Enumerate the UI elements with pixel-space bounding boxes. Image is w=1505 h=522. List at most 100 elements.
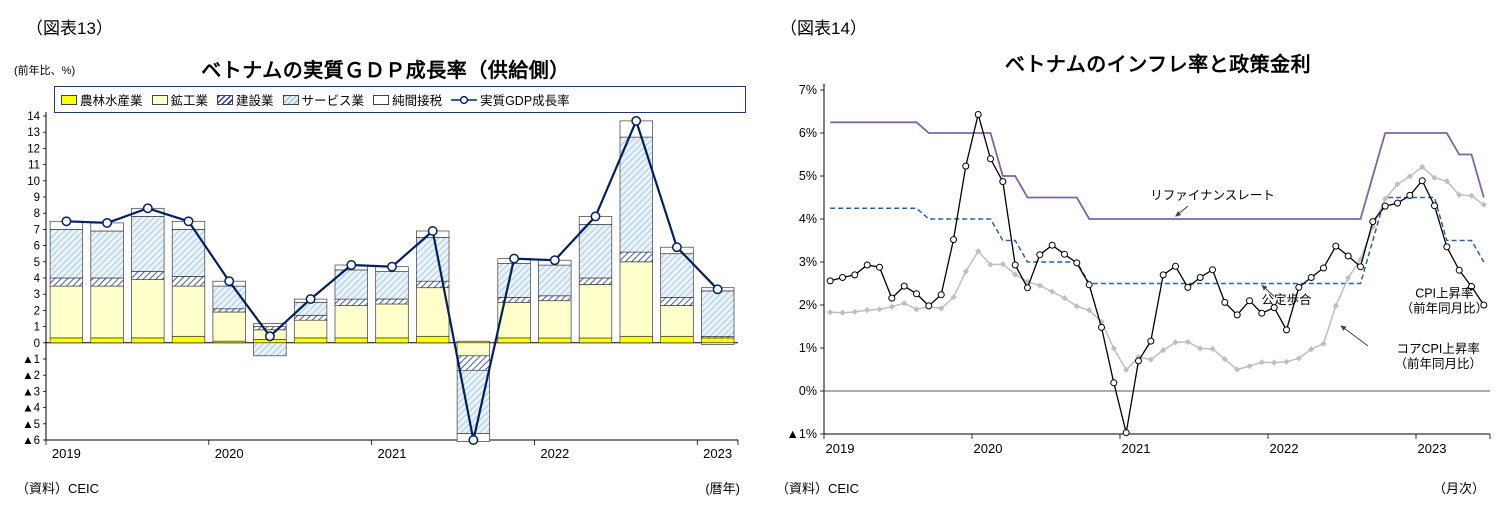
figure-14: （図表14） ベトナムのインフレ率と政策金利 7% 6% 5% 4% 3% 2% 1% 0% ▲… (768, 0, 1505, 522)
core-cpi-marker (1295, 355, 1302, 362)
svg-text:▲6: ▲6 (22, 435, 40, 447)
annotation-arrow (1261, 284, 1275, 297)
gdp-growth-marker (102, 217, 113, 228)
cpi-marker (1098, 323, 1105, 331)
cpi-marker (1110, 379, 1118, 387)
core-cpi-marker (1443, 178, 1450, 185)
core-cpi-marker (1110, 345, 1117, 352)
legend-item-agriculture: 農林水産業 (61, 90, 143, 109)
bar-segment-mining (334, 305, 368, 339)
cpi-marker (999, 178, 1007, 186)
svg-text:▲4: ▲4 (22, 403, 40, 415)
gdp-growth-marker (387, 261, 397, 272)
cpi-marker (1246, 297, 1253, 305)
cpi-marker (950, 236, 957, 244)
svg-text:11: 11 (28, 160, 40, 172)
cpi-marker (888, 294, 896, 302)
bar-segment-services (416, 237, 450, 282)
cpi-marker (1073, 259, 1081, 267)
fig14-tag: （図表14） (780, 19, 867, 38)
svg-text:7%: 7% (799, 83, 817, 97)
gdp-line-swatch-icon (451, 95, 478, 104)
bar-segment-construction (49, 277, 84, 287)
cpi-marker (1443, 243, 1451, 251)
core-cpi-marker (1431, 174, 1438, 181)
gdp-growth-marker (549, 255, 560, 266)
cpi-marker (1122, 429, 1130, 437)
annotation-arrow (1175, 205, 1189, 217)
svg-text:▲1%: ▲1% (787, 427, 817, 441)
gdp-growth-marker (61, 216, 72, 227)
core-cpi-marker (913, 306, 920, 313)
bar-segment-agri (375, 337, 409, 344)
bar-segment-agri (660, 335, 694, 344)
core-cpi-marker (827, 309, 834, 316)
core-cpi-marker (1480, 201, 1487, 208)
svg-text:2023: 2023 (1418, 441, 1447, 456)
core-cpi-marker (1320, 340, 1327, 347)
annotation-label: CPI上昇率（前年同月比） (1401, 285, 1489, 315)
cpi-marker (1480, 301, 1488, 309)
cpi-marker (1468, 283, 1475, 290)
svg-text:3: 3 (34, 289, 40, 301)
cpi-marker (1147, 337, 1155, 345)
bar-segment-agri (538, 337, 572, 344)
annotation-label: 公定歩合 (1261, 292, 1312, 307)
cpi-marker (1048, 241, 1056, 249)
gdp-growth-marker (631, 115, 642, 126)
svg-text:▲5: ▲5 (22, 419, 40, 431)
gdp-growth-marker (346, 260, 357, 270)
svg-text:0: 0 (34, 338, 40, 350)
svg-text:2022: 2022 (1270, 441, 1299, 456)
svg-text:2%: 2% (799, 298, 817, 312)
core-cpi-marker (1073, 303, 1080, 310)
bar-segment-mining (293, 319, 328, 339)
legend-item-services: サービス業 (282, 90, 364, 109)
cpi-marker (962, 162, 970, 170)
bar-segment-mining (538, 300, 572, 339)
core-cpi-marker (1345, 274, 1352, 282)
bar-segment-tax (253, 323, 287, 327)
bar-segment-construction (619, 251, 653, 263)
bar-segment-mining (212, 311, 246, 342)
gdp-growth-marker (183, 216, 194, 227)
fig14-title: ベトナムのインフレ率と政策金利 (1004, 54, 1312, 76)
cpi-marker (1024, 284, 1031, 292)
bar-segment-construction (497, 297, 531, 303)
fig13-source: （資料）CEIC (16, 481, 100, 496)
gdp-growth-marker (712, 284, 723, 295)
cpi-marker (1258, 309, 1266, 317)
fig13-tag: （図表13） (26, 19, 113, 38)
bar-segment-construction (90, 277, 124, 287)
gdp-growth-marker (264, 331, 275, 342)
svg-text:8: 8 (34, 208, 40, 220)
svg-text:2020: 2020 (215, 446, 244, 461)
core-cpi-marker (1197, 345, 1204, 352)
svg-text:4%: 4% (799, 212, 817, 226)
agriculture-swatch-icon (61, 94, 77, 105)
svg-text:2021: 2021 (1122, 441, 1151, 456)
bar-segment-mining (375, 303, 409, 339)
core-cpi-marker (1456, 191, 1463, 199)
cpi-marker (1221, 298, 1229, 306)
core-cpi-marker (1382, 195, 1389, 202)
cpi-marker (987, 155, 994, 163)
bar-segment-construction (578, 277, 613, 285)
svg-text:13: 13 (27, 127, 40, 139)
bar-segment-agri (334, 337, 368, 344)
bar-segment-construction (293, 314, 328, 321)
core-cpi-marker (1221, 356, 1228, 363)
gdp-growth-marker (224, 276, 235, 287)
cpi-marker (913, 290, 920, 298)
bar-segment-mining (660, 305, 694, 337)
core-cpi-marker (1406, 173, 1413, 180)
bar-segment-services (253, 342, 287, 357)
fig13-title: ベトナムの実質ＧＤＰ成長率（供給側） (201, 60, 570, 82)
legend-label: 建設業 (236, 94, 274, 108)
svg-text:2023: 2023 (703, 446, 732, 461)
bar-segment-mining (456, 342, 491, 357)
fig14-plot-area: 7% 6% 5% 4% 3% 2% 1% 0% ▲1% 2019 2020 2021 2022 2023 リ… (787, 83, 1491, 456)
services-swatch-icon (282, 94, 299, 105)
refinance-rate-line (830, 121, 1485, 220)
core-cpi-marker (901, 300, 908, 307)
